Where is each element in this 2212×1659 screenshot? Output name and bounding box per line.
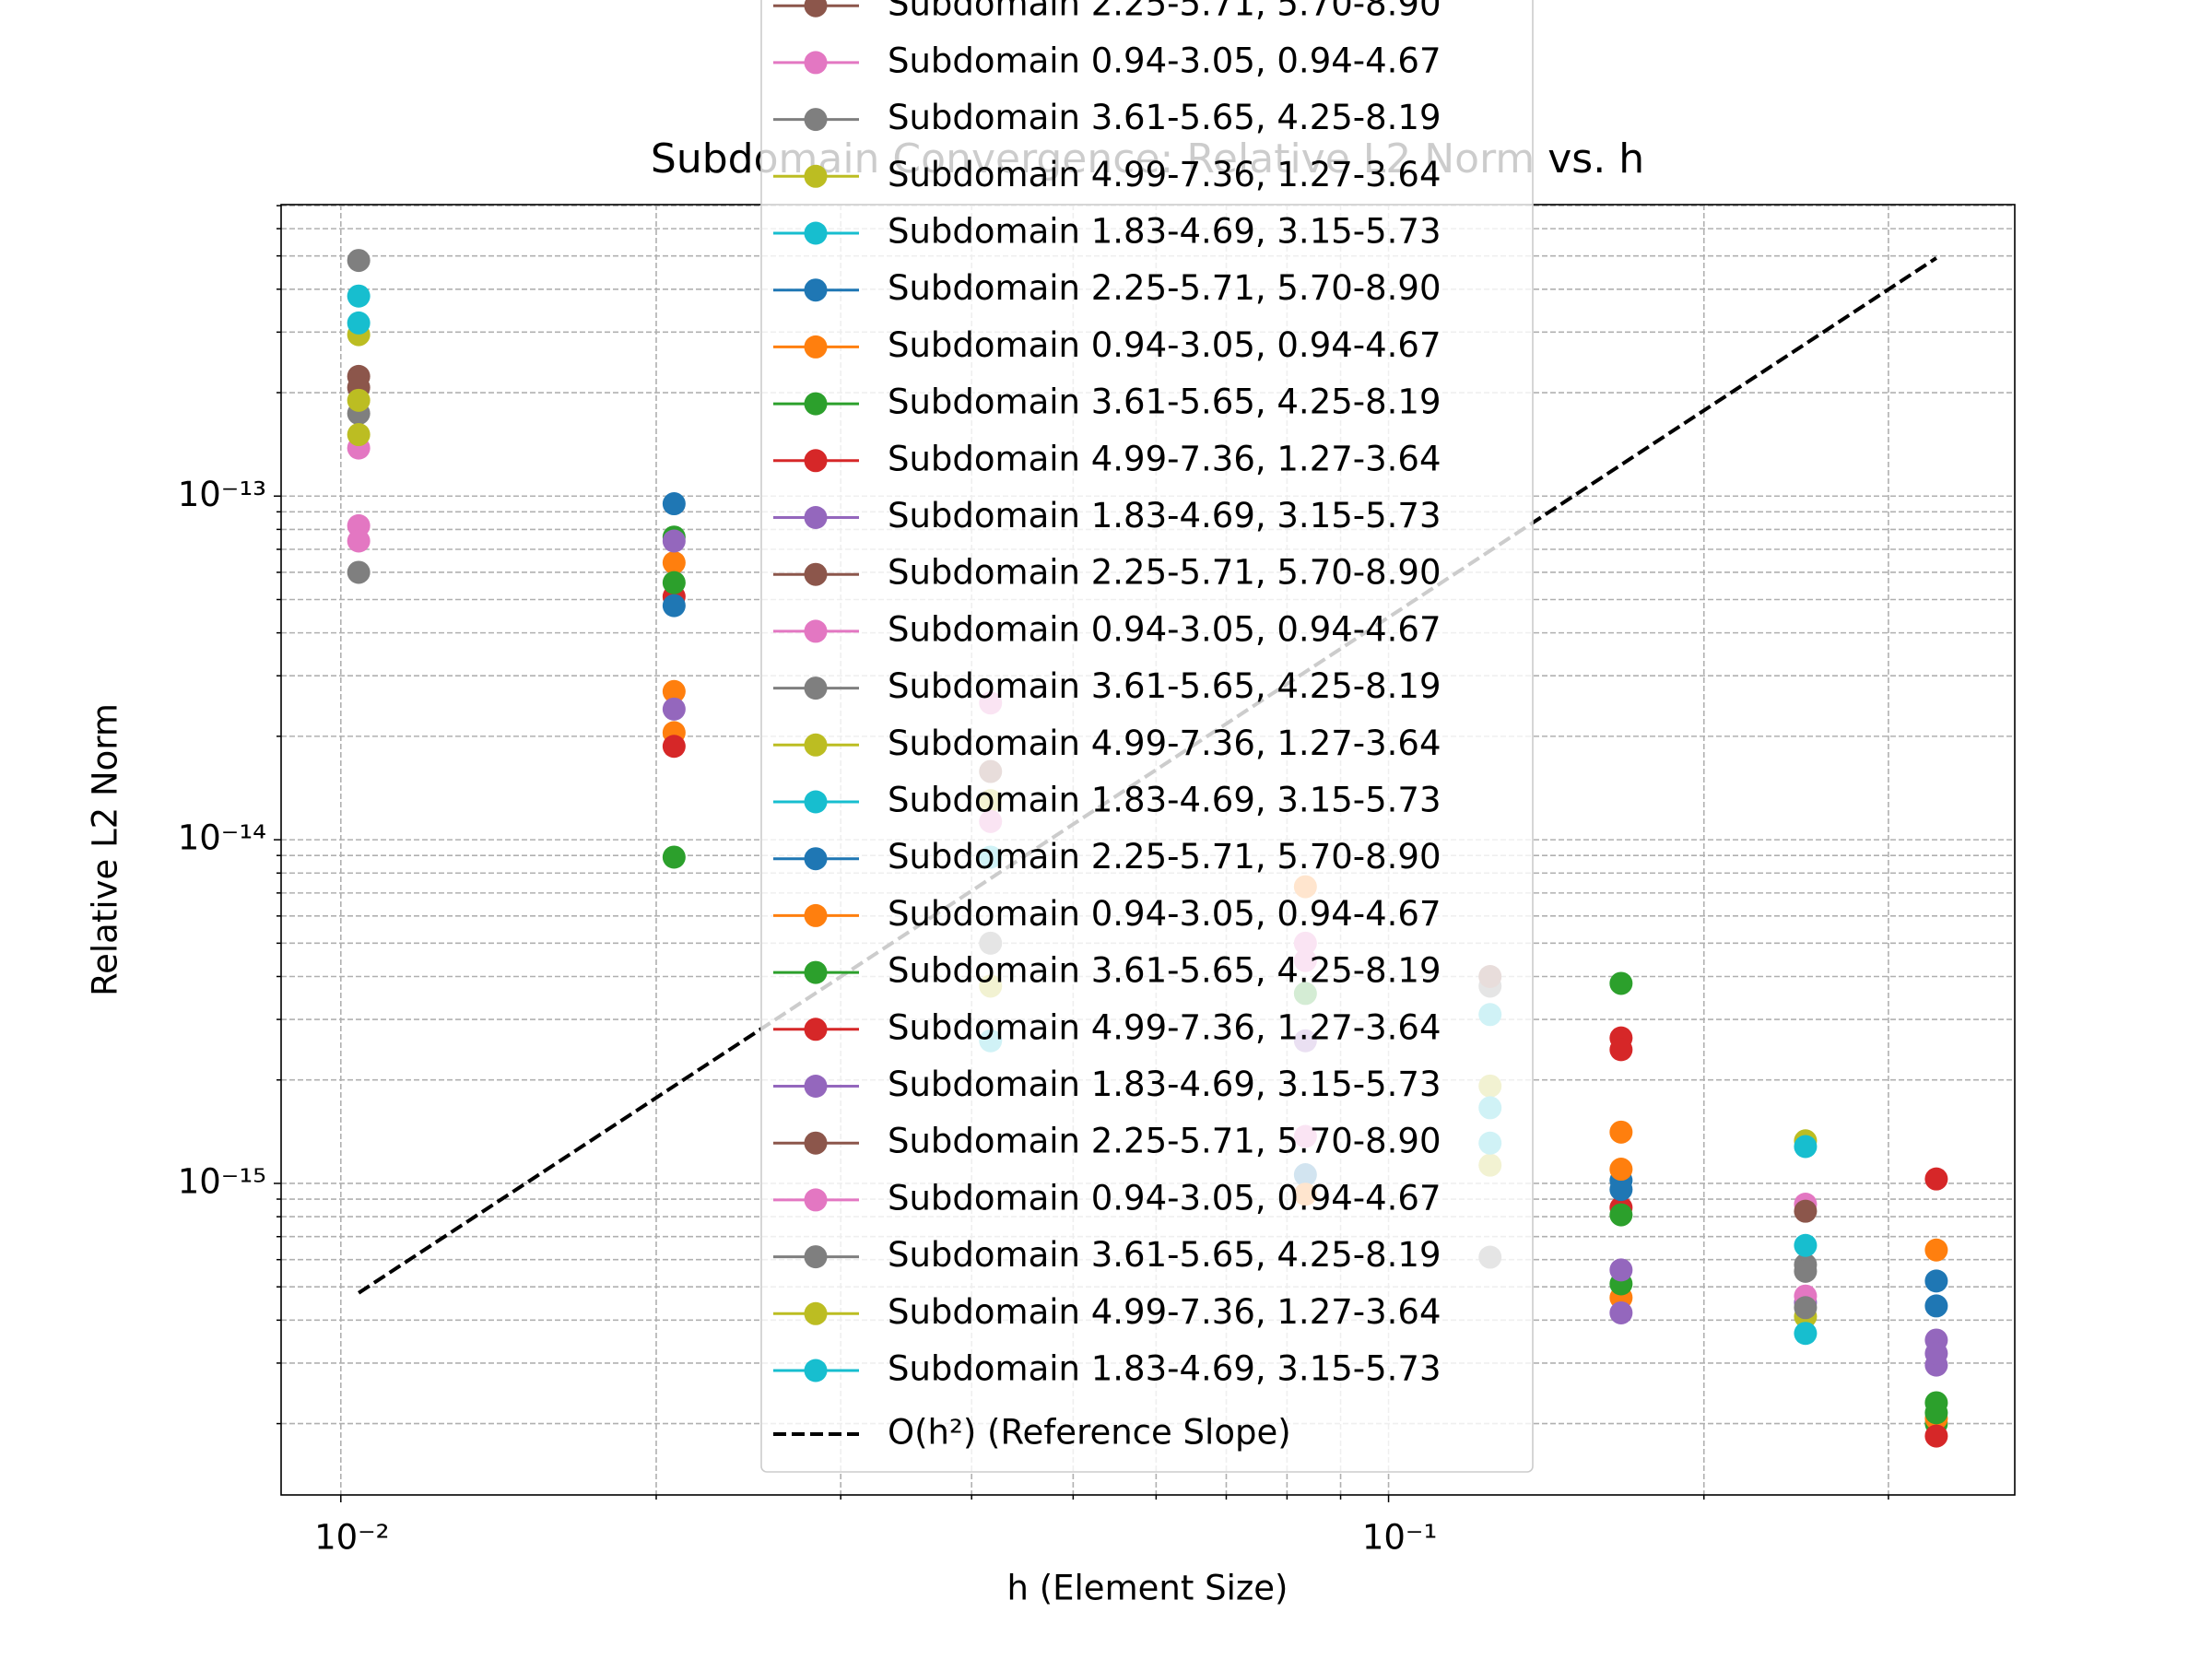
legend-marker	[804, 1359, 828, 1382]
data-point	[1924, 1238, 1948, 1262]
data-point	[1609, 971, 1633, 995]
legend-label: Subdomain 2.25-5.71, 5.70-8.90	[888, 268, 1441, 308]
legend-marker	[804, 1188, 828, 1212]
legend-label: Subdomain 0.94-3.05, 0.94-4.67	[888, 325, 1441, 365]
legend-label: Subdomain 4.99-7.36, 1.27-3.64	[888, 439, 1441, 478]
data-point	[1794, 1199, 1818, 1223]
data-point	[662, 551, 686, 575]
legend-marker	[804, 960, 828, 984]
y-axis-label: Relative L2 Norm	[86, 703, 125, 996]
legend-label: Subdomain 1.83-4.69, 3.15-5.73	[888, 1349, 1441, 1389]
data-point	[1924, 1294, 1948, 1318]
data-point	[1924, 1269, 1948, 1293]
legend-label: Subdomain 4.99-7.36, 1.27-3.64	[888, 1007, 1441, 1047]
y-tick-label: 10⁻¹³	[178, 475, 266, 514]
legend-label: Subdomain 1.83-4.69, 3.15-5.73	[888, 781, 1441, 820]
legend-label: Subdomain 2.25-5.71, 5.70-8.90	[888, 1122, 1441, 1161]
legend-marker	[804, 108, 828, 132]
data-point	[1794, 1233, 1818, 1257]
legend-marker	[804, 562, 828, 586]
legend-marker	[804, 0, 828, 18]
legend-label: Subdomain 0.94-3.05, 0.94-4.67	[888, 609, 1441, 649]
legend-marker	[804, 1301, 828, 1325]
legend-marker	[804, 733, 828, 757]
data-point	[1794, 1259, 1818, 1283]
data-point	[662, 679, 686, 703]
data-point	[1794, 1296, 1818, 1320]
data-point	[1794, 1135, 1818, 1159]
legend-marker	[804, 677, 828, 700]
legend-marker	[804, 847, 828, 871]
legend-marker	[804, 1075, 828, 1098]
data-point	[1609, 1258, 1633, 1282]
data-point	[347, 284, 371, 308]
legend-marker	[804, 903, 828, 927]
legend-marker	[804, 221, 828, 245]
legend-marker	[804, 1245, 828, 1269]
legend-marker	[804, 1018, 828, 1041]
legend-marker	[804, 790, 828, 814]
data-point	[1794, 1322, 1818, 1346]
legend-label: Subdomain 0.94-3.05, 0.94-4.67	[888, 1178, 1441, 1218]
legend-marker	[804, 1131, 828, 1155]
data-point	[347, 388, 371, 412]
data-point	[1924, 1167, 1948, 1191]
legend-label: Subdomain 4.99-7.36, 1.27-3.64	[888, 724, 1441, 763]
data-point	[662, 529, 686, 553]
data-point	[1609, 1120, 1633, 1144]
legend-marker	[804, 335, 828, 359]
legend-marker	[804, 392, 828, 416]
legend-label: Subdomain 1.83-4.69, 3.15-5.73	[888, 496, 1441, 535]
legend-label: Subdomain 0.94-3.05, 0.94-4.67	[888, 41, 1441, 80]
data-point	[662, 492, 686, 516]
data-point	[662, 845, 686, 869]
legend-marker	[804, 449, 828, 473]
data-point	[662, 594, 686, 618]
legend-label: Subdomain 4.99-7.36, 1.27-3.64	[888, 1292, 1441, 1332]
legend-label: Subdomain 2.25-5.71, 5.70-8.90	[888, 0, 1441, 24]
legend-marker	[804, 278, 828, 302]
legend-label: Subdomain 3.61-5.65, 4.25-8.19	[888, 1235, 1441, 1275]
legend-marker	[804, 51, 828, 75]
legend-marker	[804, 506, 828, 529]
data-point	[1924, 1341, 1948, 1365]
data-point	[347, 311, 371, 335]
legend-label: Subdomain 3.61-5.65, 4.25-8.19	[888, 382, 1441, 422]
data-point	[1609, 1300, 1633, 1324]
legend-label: Subdomain 0.94-3.05, 0.94-4.67	[888, 894, 1441, 934]
x-tick-label: 10⁻²	[314, 1518, 389, 1558]
legend-marker	[804, 164, 828, 188]
data-point	[662, 697, 686, 721]
data-point	[347, 249, 371, 273]
legend-label: Subdomain 4.99-7.36, 1.27-3.64	[888, 155, 1441, 194]
data-point	[1609, 1158, 1633, 1182]
y-tick-label: 10⁻¹⁴	[178, 818, 266, 858]
data-point	[1924, 1401, 1948, 1425]
legend-label: Subdomain 3.61-5.65, 4.25-8.19	[888, 98, 1441, 137]
x-tick-label: 10⁻¹	[1362, 1518, 1437, 1558]
legend-label: O(h²) (Reference Slope)	[888, 1413, 1291, 1453]
data-point	[1609, 1038, 1633, 1062]
data-point	[347, 423, 371, 447]
legend-marker	[804, 619, 828, 643]
legend-label: Subdomain 1.83-4.69, 3.15-5.73	[888, 1065, 1441, 1104]
data-point	[1924, 1424, 1948, 1448]
legend-label: Subdomain 3.61-5.65, 4.25-8.19	[888, 951, 1441, 991]
legend-label: Subdomain 3.61-5.65, 4.25-8.19	[888, 666, 1441, 706]
data-point	[347, 560, 371, 584]
legend-label: Subdomain 1.83-4.69, 3.15-5.73	[888, 212, 1441, 252]
y-tick-label: 10⁻¹⁵	[178, 1161, 266, 1201]
x-axis-label: h (Element Size)	[1007, 1569, 1288, 1608]
data-point	[1609, 1203, 1633, 1227]
legend-box	[760, 0, 1534, 1473]
data-point	[662, 735, 686, 759]
data-point	[1609, 1178, 1633, 1202]
legend-label: Subdomain 2.25-5.71, 5.70-8.90	[888, 553, 1441, 593]
data-point	[347, 529, 371, 553]
data-point	[662, 571, 686, 594]
legend-label: Subdomain 2.25-5.71, 5.70-8.90	[888, 837, 1441, 877]
